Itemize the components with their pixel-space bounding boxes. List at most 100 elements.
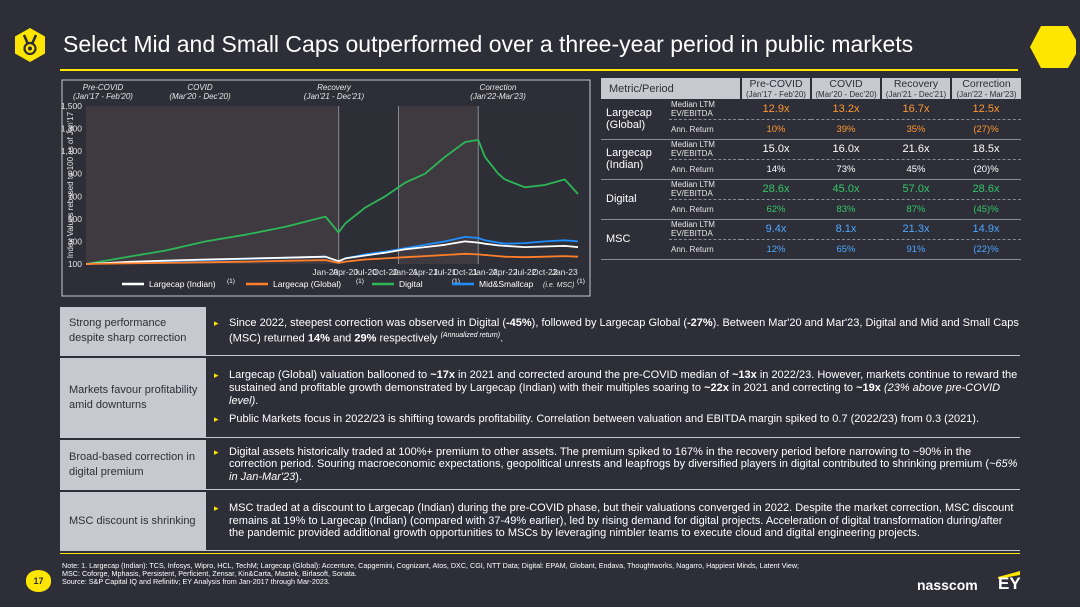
finding-bullets: Since 2022, steepest correction was obse… xyxy=(214,307,1020,355)
finding-row: Strong performance despite sharp correct… xyxy=(60,307,1020,356)
return-cell: 73% xyxy=(811,159,881,180)
phase-name: Recovery xyxy=(893,78,939,90)
valuation-cell: 13.2x xyxy=(811,99,881,120)
valuation-cell: 12.5x xyxy=(951,99,1021,120)
valuation-cell: 21.3x xyxy=(881,219,951,240)
table-row: Ann. Return 12% 65% 91% (22)% xyxy=(601,239,1021,260)
table-row: Largecap (Indian) Median LTM EV/EBITDA 15.… xyxy=(601,139,1021,180)
bullet-text: (23% above pre-COVID level) xyxy=(229,381,1001,407)
bullet-text: MSC traded at a discount to Largecap (In… xyxy=(229,502,1014,540)
finding-row: MSC discount is shrinking MSC traded at a… xyxy=(60,492,1020,551)
x-tick-label: Jan-22 xyxy=(472,267,498,277)
bullet-text: Since 2022, steepest correction was obse… xyxy=(229,317,506,330)
x-tick-label: Apr-21 xyxy=(412,267,438,277)
bullet-text: ~22x xyxy=(704,381,729,394)
table-header-metric: Metric/Period xyxy=(601,78,742,99)
series-line-largecap-global- xyxy=(85,252,579,265)
chart-frame xyxy=(61,79,591,297)
return-cell: 45% xyxy=(881,159,951,180)
table-row: MSC Median LTM EV/EBITDA 9.4x 8.1x 21.3x 14.9… xyxy=(601,219,1021,260)
metric-label-cell: Ann. Return xyxy=(669,199,741,220)
phase-header-correction: Correction (Jan'22-Mar'23) xyxy=(458,83,538,101)
legend-footnote: (1) xyxy=(227,278,235,285)
valuation-returns-table: Metric/Period Pre-COVID (Jan'17 - Feb'20)… xyxy=(601,78,1021,260)
series-line-digital xyxy=(85,139,579,265)
legend-footnote: (1) xyxy=(356,278,364,285)
bullet-text: . xyxy=(255,394,259,407)
legend-note: (i.e. MSC) xyxy=(543,282,575,289)
footnote: Note: 1. Largecap (Indian): TCS, Infosys… xyxy=(62,561,892,587)
table-header-row: Metric/Period Pre-COVID (Jan'17 - Feb'20)… xyxy=(601,78,1021,99)
footnote-line: MSC: Coforge, Mphasis, Persistent, Perfi… xyxy=(62,569,357,579)
table-row: Ann. Return 10% 39% 35% (27)% xyxy=(601,119,1021,140)
phase-name: COVID xyxy=(187,83,213,92)
finding-row: Markets favour profitability amid downtu… xyxy=(60,358,1020,438)
table-entity-cell: Largecap (Indian) xyxy=(601,139,669,180)
bullet-point: Since 2022, steepest correction was obse… xyxy=(214,317,1020,345)
series-line-largecap-indian- xyxy=(85,240,579,265)
y-tick-label: 700 xyxy=(68,191,82,201)
bullet-text: ), followed by Largecap Global ( xyxy=(531,317,687,330)
y-tick-label: 1,300 xyxy=(61,124,83,134)
bullet-text: Public Markets focus in 2022/23 is shift… xyxy=(229,413,980,426)
phase-header-recovery: Recovery (Jan'21 - Dec'21) xyxy=(294,83,374,101)
phase-name: Pre-COVID xyxy=(749,78,803,90)
return-cell: (27)% xyxy=(951,119,1021,140)
page-number: 17 xyxy=(26,570,51,592)
finding-label: Markets favour profitability amid downtu… xyxy=(60,358,206,437)
return-cell: 10% xyxy=(741,119,811,140)
finding-bullets: MSC traded at a discount to Largecap (In… xyxy=(214,492,1020,550)
return-cell: 83% xyxy=(811,199,881,220)
bullet-point: Digital assets historically traded at 10… xyxy=(214,446,1020,484)
metric-label-cell: Ann. Return xyxy=(669,119,741,140)
metric-label-cell: Median LTM EV/EBITDA xyxy=(669,99,741,120)
return-cell: 14% xyxy=(741,159,811,180)
finding-bullets: Largecap (Global) valuation ballooned to… xyxy=(214,358,1020,437)
bullet-text: ). xyxy=(295,470,303,483)
table-header-phase: Correction (Jan'22 - Mar'23) xyxy=(951,78,1021,99)
valuation-cell: 16.0x xyxy=(811,139,881,160)
return-cell: 35% xyxy=(881,119,951,140)
phase-range: (Mar'20 - Dec'20) xyxy=(169,92,231,101)
x-tick-label: Apr-20 xyxy=(333,267,359,277)
table-row: Ann. Return 62% 83% 87% (45)% xyxy=(601,199,1021,220)
table-entity-cell: Largecap (Global) xyxy=(601,99,669,140)
metric-label-cell: Median LTM EV/EBITDA xyxy=(669,139,741,160)
y-tick-label: 100 xyxy=(68,259,82,269)
footnote-line: Source: S&P Capital IQ and Refinitiv; EY… xyxy=(62,577,330,587)
ey-hexagon-icon xyxy=(1030,26,1076,68)
table-header-phase: Recovery (Jan'21 - Dec'21) xyxy=(881,78,952,99)
bullet-text: in 2022/23. However, markets continue to… xyxy=(229,369,1018,394)
bullet-text: ). Between Mar'20 and Mar'23, Digital an… xyxy=(229,317,1019,345)
x-tick-label: Apr-22 xyxy=(492,267,518,277)
title-divider xyxy=(60,69,1018,71)
phase-band xyxy=(86,106,339,264)
return-cell: 62% xyxy=(741,199,811,220)
return-cell: 91% xyxy=(881,239,951,260)
bullet-text: ~65% in Jan-Mar'23 xyxy=(229,458,1018,483)
ey-logo-icon xyxy=(998,571,1020,579)
legend-label: Digital xyxy=(399,279,423,289)
return-cell: 65% xyxy=(811,239,881,260)
x-tick-label: Jan-20 xyxy=(312,267,338,277)
return-cell: 12% xyxy=(741,239,811,260)
x-tick-label: Jan-23 xyxy=(552,267,578,277)
metric-label-cell: Median LTM EV/EBITDA xyxy=(669,219,741,240)
y-axis-label: Index Values rebased to 100 as of Jan'17 xyxy=(66,111,75,258)
valuation-cell: 28.6x xyxy=(951,179,1021,200)
x-tick-label: Oct-22 xyxy=(532,267,558,277)
legend-footnote: (1) xyxy=(577,278,585,285)
phase-name: Correction xyxy=(479,83,517,92)
metric-label-cell: Ann. Return xyxy=(669,159,741,180)
award-medal-icon xyxy=(15,28,45,62)
return-cell: (22)% xyxy=(951,239,1021,260)
valuation-cell: 15.0x xyxy=(741,139,811,160)
phase-range: (Jan'17 - Feb'20) xyxy=(73,92,133,101)
bullet-point: MSC traded at a discount to Largecap (In… xyxy=(214,502,1020,540)
metric-label-cell: Median LTM EV/EBITDA xyxy=(669,179,741,200)
valuation-cell: 14.9x xyxy=(951,219,1021,240)
y-tick-label: 500 xyxy=(68,214,82,224)
index-performance-chart: Pre-COVID (Jan'17 - Feb'20) COVID (Mar'2… xyxy=(60,78,592,298)
legend-label: Largecap (Indian) xyxy=(149,279,216,289)
footer-divider xyxy=(60,553,1020,554)
